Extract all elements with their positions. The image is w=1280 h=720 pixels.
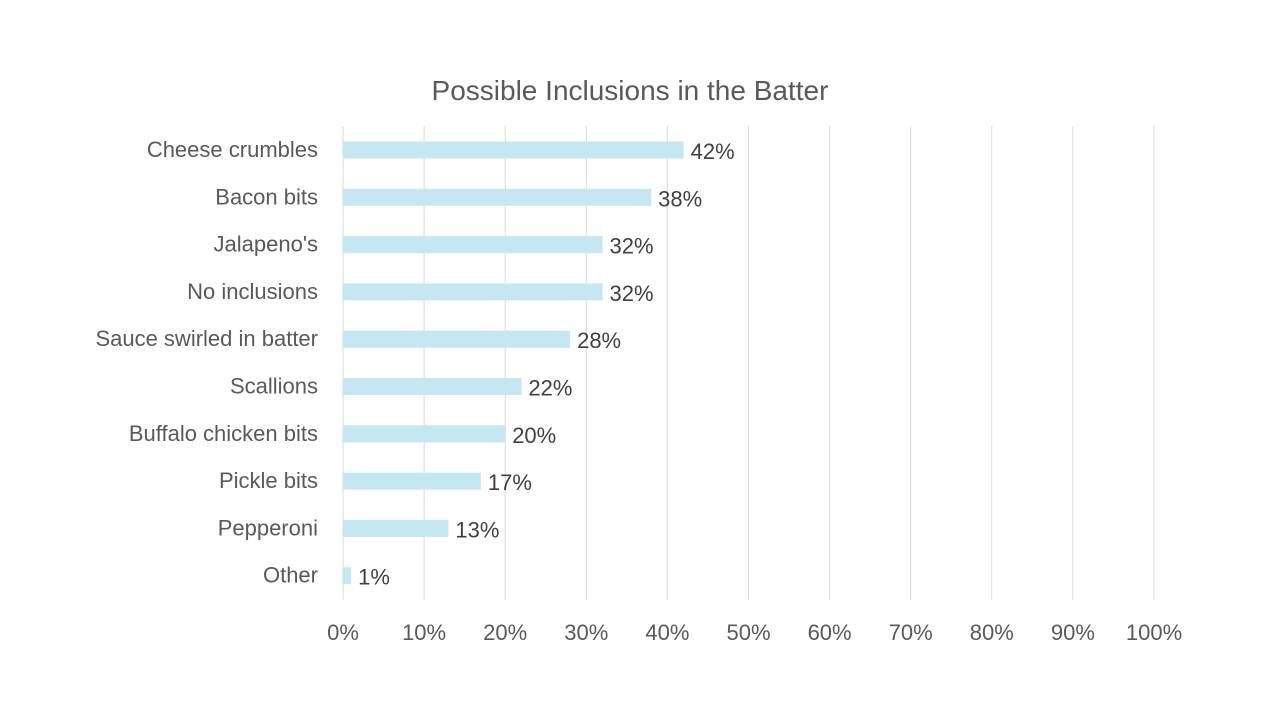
bar xyxy=(343,472,481,490)
bar xyxy=(343,519,449,537)
x-tick-label: 10% xyxy=(402,620,446,645)
x-tick-label: 100% xyxy=(1126,620,1182,645)
bar xyxy=(343,330,571,348)
category-label: Jalapeno's xyxy=(214,232,319,257)
data-label: 32% xyxy=(610,234,654,259)
bar xyxy=(343,236,603,254)
x-tick-label: 50% xyxy=(726,620,770,645)
x-tick-label: 30% xyxy=(564,620,608,645)
x-tick-label: 60% xyxy=(808,620,852,645)
x-tick-label: 90% xyxy=(1051,620,1095,645)
data-label: 32% xyxy=(610,281,654,306)
data-label: 22% xyxy=(528,376,572,401)
category-label: Cheese crumbles xyxy=(147,137,318,162)
bar xyxy=(343,188,652,206)
bar xyxy=(343,425,506,443)
x-tick-label: 80% xyxy=(970,620,1014,645)
data-label: 28% xyxy=(577,328,621,353)
bar xyxy=(343,141,684,159)
x-tick-label: 70% xyxy=(889,620,933,645)
x-tick-label: 0% xyxy=(327,620,359,645)
category-labels: Cheese crumbles Bacon bits Jalapeno's No in… xyxy=(95,137,318,588)
x-tick-label: 20% xyxy=(483,620,527,645)
category-label: Sauce swirled in batter xyxy=(95,326,318,351)
category-label: Pickle bits xyxy=(219,468,318,493)
category-label: No inclusions xyxy=(187,279,318,304)
category-label: Bacon bits xyxy=(215,184,318,209)
data-labels: 42%38%32%32%28%22%20%17%13%1% xyxy=(358,139,735,590)
x-tick-label: 40% xyxy=(645,620,689,645)
data-label: 17% xyxy=(488,470,532,495)
data-label: 1% xyxy=(358,565,390,590)
data-label: 38% xyxy=(658,186,702,211)
chart-title: Possible Inclusions in the Batter xyxy=(432,75,829,106)
x-tick-labels: 0% 10% 20% 30% 40% 50% 60% 70% 80% 90% 100% xyxy=(327,620,1182,645)
data-label: 13% xyxy=(455,517,499,542)
category-label: Other xyxy=(263,563,318,588)
bar xyxy=(343,378,522,395)
bars xyxy=(343,141,684,585)
bar xyxy=(343,283,603,301)
data-label: 42% xyxy=(691,139,735,164)
data-label: 20% xyxy=(512,423,556,448)
category-label: Scallions xyxy=(230,374,318,399)
category-label: Pepperoni xyxy=(218,515,318,540)
category-label: Buffalo chicken bits xyxy=(129,421,318,446)
bar xyxy=(343,567,352,585)
